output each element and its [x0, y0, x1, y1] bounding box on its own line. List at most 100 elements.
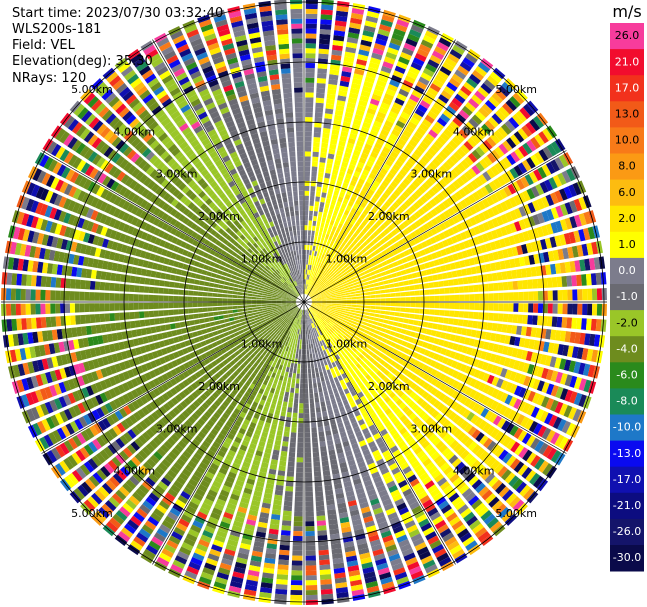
gate-cell	[274, 593, 287, 600]
gate-cell	[400, 484, 411, 493]
gate-cell	[246, 333, 252, 339]
gate-cell	[305, 28, 317, 34]
gate-cell	[394, 287, 400, 292]
gate-cell	[316, 295, 321, 298]
gate-cell	[176, 476, 187, 486]
gate-cell	[406, 524, 418, 534]
gate-cell	[369, 227, 376, 234]
gate-cell	[407, 196, 416, 204]
gate-cell	[432, 492, 444, 502]
gate-cell	[394, 234, 402, 241]
gate-cell	[423, 349, 431, 357]
gate-cell	[414, 189, 423, 198]
gate-cell	[317, 216, 322, 222]
gate-cell	[249, 504, 260, 512]
gate-cell	[502, 436, 512, 448]
gate-cell	[422, 137, 432, 146]
gate-cell	[391, 33, 404, 42]
gate-cell	[273, 357, 279, 364]
gate-cell	[531, 365, 540, 376]
gate-cell	[254, 485, 264, 493]
gate-cell	[576, 244, 584, 257]
gate-cell	[178, 364, 186, 372]
gate-cell	[522, 314, 528, 325]
gate-cell	[305, 107, 314, 113]
gate-cell	[477, 200, 486, 211]
gate-cell	[355, 293, 361, 297]
gate-cell	[304, 289, 306, 295]
gate-cell	[228, 534, 240, 543]
gate-cell	[399, 345, 406, 352]
gate-cell	[402, 323, 408, 329]
gate-cell	[101, 417, 111, 429]
gate-cell	[381, 180, 389, 188]
gate-cell	[400, 393, 409, 401]
gate-cell	[328, 79, 338, 86]
gate-cell	[418, 518, 430, 528]
gate-cell	[362, 209, 369, 216]
gate-cell	[302, 329, 304, 335]
gate-cell	[317, 351, 322, 358]
gate-cell	[260, 383, 267, 390]
gate-cell	[130, 540, 143, 551]
gate-cell	[251, 401, 259, 408]
gate-cell	[302, 324, 304, 330]
gate-cell	[310, 294, 315, 298]
gate-cell	[194, 379, 202, 387]
gate-cell	[551, 316, 558, 327]
gate-cell	[334, 268, 339, 274]
gate-cell	[288, 331, 293, 337]
gate-cell	[402, 228, 410, 236]
gate-cell	[332, 557, 344, 565]
gate-cell	[222, 381, 230, 388]
gate-cell	[262, 362, 268, 369]
gate-cell	[408, 566, 422, 576]
gate-cell	[495, 228, 503, 238]
gate-cell	[190, 557, 203, 566]
gate-cell	[225, 543, 237, 552]
gate-cell	[330, 459, 338, 466]
gate-cell	[538, 460, 549, 473]
gate-cell	[310, 407, 315, 414]
gate-cell	[464, 208, 473, 218]
gate-cell	[375, 38, 387, 47]
gate-cell	[421, 182, 430, 191]
gate-cell	[313, 461, 321, 468]
gate-cell	[410, 302, 416, 308]
gate-cell	[347, 32, 360, 39]
gate-cell	[147, 516, 160, 527]
gate-cell	[513, 221, 522, 232]
gate-cell	[398, 215, 406, 223]
gate-cell	[454, 302, 460, 310]
gate-cell	[317, 73, 327, 79]
gate-cell	[324, 266, 329, 272]
gate-cell	[490, 443, 501, 455]
gate-cell	[316, 297, 322, 300]
gate-cell	[198, 461, 209, 471]
gate-cell	[413, 149, 423, 158]
gate-cell	[178, 382, 186, 390]
gate-cell	[502, 140, 513, 152]
gate-cell	[334, 205, 340, 212]
gate-cell	[287, 466, 295, 472]
gate-cell	[341, 337, 347, 343]
gate-cell	[477, 393, 486, 404]
gate-cell	[278, 465, 286, 472]
gate-cell	[223, 511, 234, 520]
gate-cell	[258, 377, 265, 384]
gate-cell	[402, 376, 410, 384]
gate-cell	[317, 246, 322, 253]
gate-cell	[362, 357, 369, 363]
gate-cell	[348, 412, 355, 420]
gate-cell	[356, 58, 367, 66]
gate-cell	[327, 514, 337, 521]
gate-cell	[334, 488, 344, 495]
gate-cell	[445, 172, 455, 182]
gate-cell	[343, 237, 349, 244]
gate-cell	[332, 124, 341, 131]
gate-cell	[436, 552, 450, 563]
gate-cell	[350, 218, 357, 225]
gate-cell	[83, 461, 95, 473]
gate-cell	[225, 454, 234, 462]
gate-cell	[309, 245, 313, 251]
